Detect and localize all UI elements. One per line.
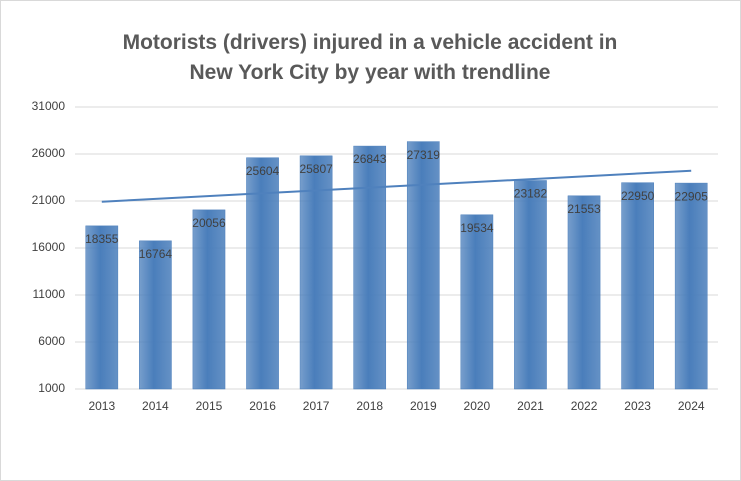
y-tick-label: 6000 [38, 334, 65, 348]
data-label: 22950 [621, 189, 655, 203]
x-tick-label: 2019 [410, 399, 437, 413]
x-tick-label: 2024 [678, 399, 705, 413]
bar [139, 240, 172, 390]
x-tick-label: 2018 [356, 399, 383, 413]
data-label: 18355 [85, 232, 119, 246]
data-label: 21553 [567, 202, 601, 216]
y-tick-label: 11000 [33, 287, 66, 301]
data-label: 23182 [514, 187, 548, 201]
data-label: 19534 [460, 221, 494, 235]
bar [85, 225, 119, 390]
data-label: 26843 [353, 152, 387, 166]
y-tick-label: 16000 [32, 240, 66, 254]
x-tick-label: 2023 [624, 399, 651, 413]
chart-title: Motorists (drivers) injured in a vehicle… [122, 31, 618, 84]
x-tick-label: 2022 [571, 399, 598, 413]
y-tick-label: 26000 [32, 146, 66, 160]
y-tick-label: 1000 [38, 381, 65, 395]
bar [567, 195, 601, 390]
bar [674, 182, 708, 390]
y-tick-label: 21000 [32, 193, 66, 207]
trendline [101, 169, 692, 203]
x-tick-label: 2014 [142, 399, 169, 413]
data-label: 27319 [407, 148, 441, 162]
bar [460, 214, 494, 390]
data-label: 22905 [675, 189, 709, 203]
x-tick-label: 2020 [464, 399, 491, 413]
y-tick-label: 31000 [32, 99, 66, 113]
data-label: 25807 [299, 162, 333, 176]
x-tick-label: 2017 [303, 399, 330, 413]
bar [514, 180, 547, 390]
data-label: 20056 [192, 216, 226, 230]
bar [353, 145, 387, 390]
bar [406, 141, 440, 390]
data-label: 16764 [139, 247, 173, 261]
bar [621, 182, 654, 390]
bar [192, 209, 226, 390]
bar [246, 157, 279, 390]
x-tick-label: 2013 [88, 399, 115, 413]
x-tick-label: 2021 [517, 399, 544, 413]
data-label: 25604 [246, 164, 280, 178]
bar [299, 155, 333, 390]
x-tick-label: 2015 [196, 399, 223, 413]
x-tick-label: 2016 [249, 399, 276, 413]
